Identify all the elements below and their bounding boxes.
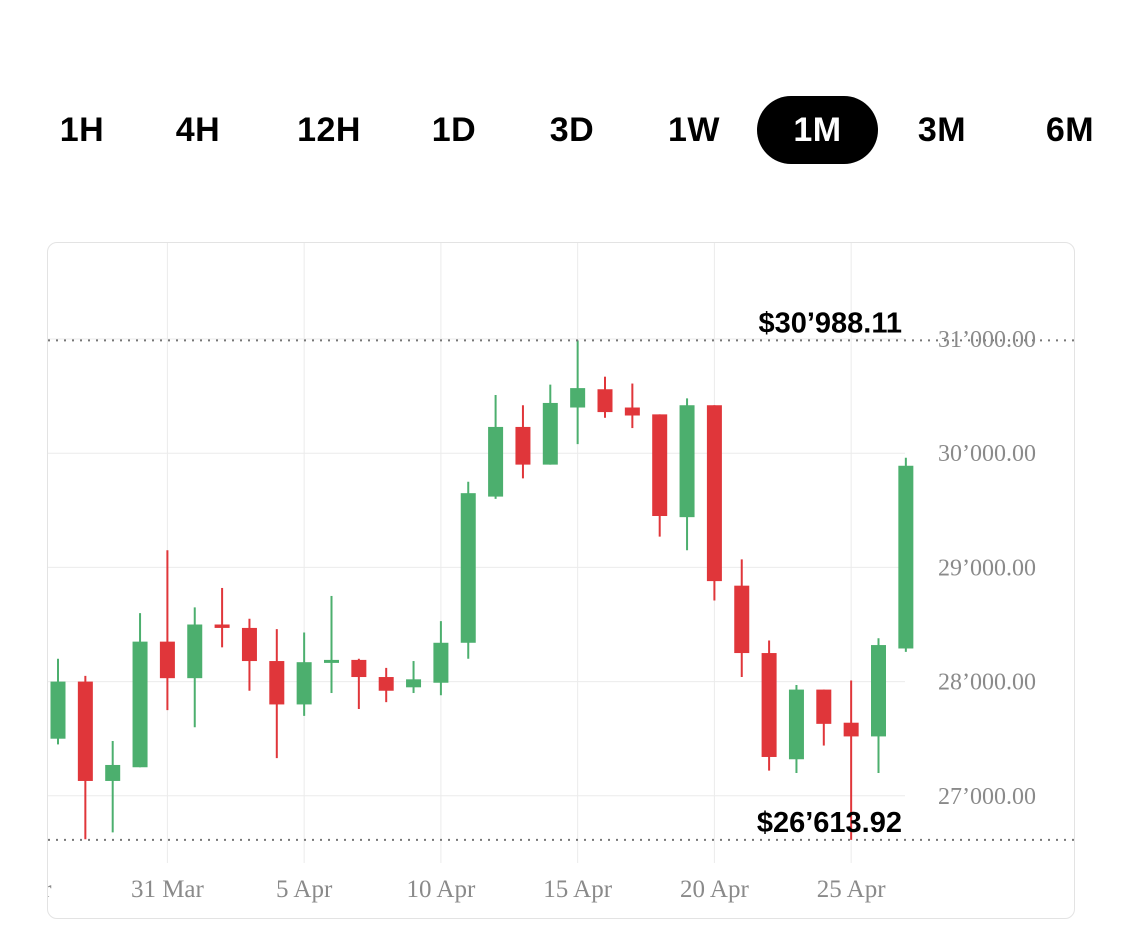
candle-body bbox=[324, 659, 339, 663]
high-price-label: $30’988.11 bbox=[758, 307, 902, 339]
candle-body bbox=[296, 662, 312, 705]
candle-body bbox=[351, 659, 367, 678]
candle-body bbox=[433, 642, 449, 683]
tab-1w[interactable]: 1W bbox=[668, 111, 720, 149]
y-tick-label: 27’000.00 bbox=[938, 784, 1036, 810]
candle-body bbox=[761, 653, 777, 757]
candle-body bbox=[214, 624, 230, 628]
cropped-header-fragment bbox=[0, 0, 1124, 8]
x-tick-label: 10 Apr bbox=[407, 876, 476, 903]
candle-body bbox=[378, 677, 394, 691]
candle-body bbox=[488, 426, 504, 497]
low-price-label: $26’613.92 bbox=[757, 807, 902, 839]
tab-1h[interactable]: 1H bbox=[59, 111, 105, 149]
candle-body bbox=[871, 645, 886, 737]
candlestick-chart[interactable]: $30’988.11 $26’613.92 31’000.00 30’000.00 29… bbox=[48, 243, 1075, 919]
timeframe-selector: 1H 4H 12H 1D 3D 1W 1M 3M 6M bbox=[0, 96, 1124, 166]
candle-body bbox=[542, 402, 558, 465]
candle-body bbox=[898, 465, 914, 649]
candle-body bbox=[159, 641, 175, 679]
x-tick-label: 15 Apr bbox=[543, 876, 612, 903]
tab-3m[interactable]: 3M bbox=[917, 111, 967, 149]
y-tick-label: 28’000.00 bbox=[938, 670, 1036, 696]
x-tick-label: Mar bbox=[48, 876, 52, 903]
candle-body bbox=[652, 414, 668, 517]
x-tick-label: 31 Mar bbox=[131, 876, 205, 903]
candle-body bbox=[50, 681, 66, 739]
candle-body bbox=[269, 661, 285, 705]
candle-body bbox=[570, 388, 586, 408]
candle-body bbox=[734, 585, 750, 654]
candle-body bbox=[515, 426, 531, 465]
candle-body bbox=[597, 389, 613, 413]
candle-body bbox=[624, 407, 640, 416]
candle-body bbox=[132, 641, 148, 768]
y-tick-label: 31’000.00 bbox=[938, 327, 1036, 353]
candle-body bbox=[843, 722, 859, 737]
tab-4h[interactable]: 4H bbox=[175, 111, 221, 149]
y-tick-label: 30’000.00 bbox=[938, 441, 1036, 467]
y-tick-label: 29’000.00 bbox=[938, 555, 1036, 581]
tab-3d[interactable]: 3D bbox=[549, 111, 595, 149]
price-chart-card: $30’988.11 $26’613.92 31’000.00 30’000.00 29… bbox=[47, 242, 1075, 919]
candle-body bbox=[816, 689, 832, 724]
tab-12h[interactable]: 12H bbox=[297, 111, 361, 149]
x-tick-label: 5 Apr bbox=[276, 876, 333, 903]
candle-body bbox=[77, 681, 93, 781]
x-tick-label: 25 Apr bbox=[817, 876, 886, 903]
candle-body bbox=[241, 627, 257, 662]
candle-body bbox=[679, 405, 695, 518]
tab-6m[interactable]: 6M bbox=[1045, 111, 1095, 149]
tab-1m[interactable]: 1M bbox=[757, 96, 878, 164]
candle-body bbox=[460, 493, 476, 643]
candle-body bbox=[406, 679, 422, 688]
candle-body bbox=[105, 764, 121, 781]
candle-body bbox=[187, 624, 203, 679]
tab-1d[interactable]: 1D bbox=[431, 111, 477, 149]
x-tick-label: 20 Apr bbox=[680, 876, 749, 903]
candle-body bbox=[706, 405, 722, 582]
candle-body bbox=[788, 689, 804, 760]
